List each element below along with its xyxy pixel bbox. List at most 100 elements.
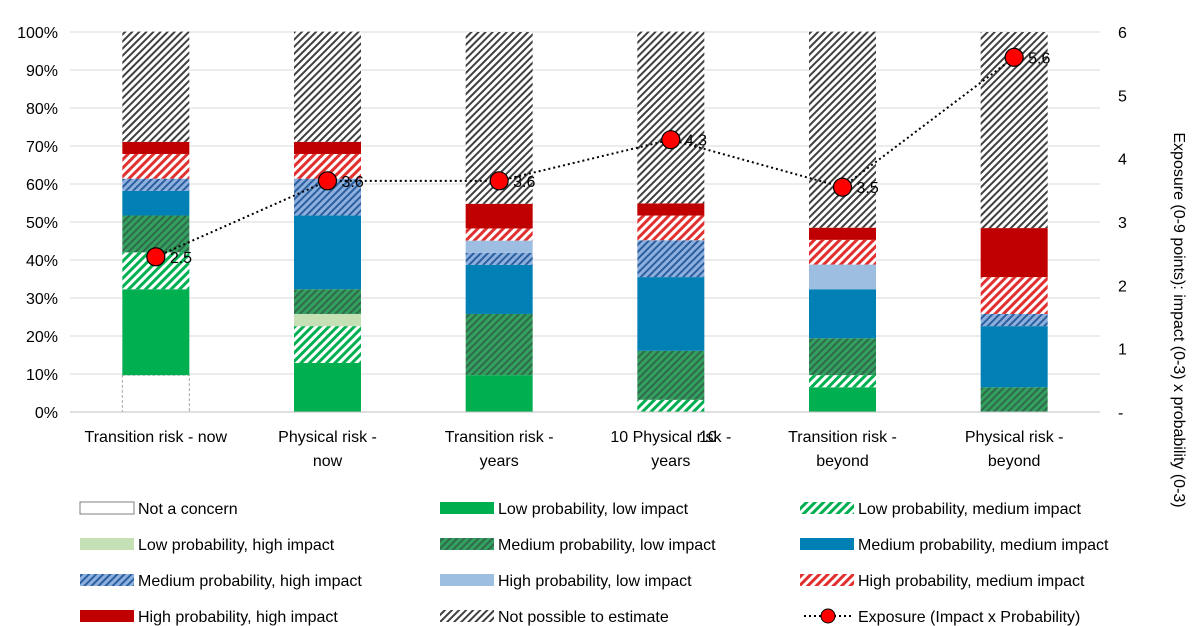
- bar-segment-not-a-concern: [121, 374, 190, 413]
- bar-segment-medium-probability-high-impact: [122, 178, 190, 191]
- legend-label: Medium probability, medium impact: [858, 537, 1109, 554]
- exposure-data-label: 3.6: [342, 174, 364, 191]
- category-label: 10 Physical risk -: [610, 429, 731, 446]
- exposure-point: [317, 171, 338, 191]
- legend-swatch-medium-probability-medium-impact: [800, 538, 854, 550]
- category-label: Transition risk - now: [85, 429, 228, 446]
- bar-segment-medium-probability-medium-impact: [465, 264, 533, 314]
- legend-label: Low probability, medium impact: [858, 501, 1081, 518]
- left-axis-tick-label: 70%: [26, 139, 58, 156]
- exposure-line-path: [155, 56, 1015, 258]
- right-axis-tick-label: -: [1118, 405, 1123, 422]
- bar-segment-medium-probability-low-impact: [122, 215, 190, 253]
- legend-marker-swatch: [820, 608, 836, 624]
- right-axis-tick-label: 4: [1118, 152, 1127, 169]
- category-label: now: [313, 453, 343, 470]
- bar-segment-high-probability-high-impact: [294, 141, 361, 154]
- legend-swatch-low-probability-medium-impact: [800, 502, 854, 514]
- legend-label: High probability, medium impact: [858, 573, 1085, 590]
- right-axis-tick-label: 1: [1118, 342, 1127, 359]
- legend: Not a concern Low probability, low impact…: [79, 501, 1109, 626]
- bar-segment-medium-probability-low-impact: [809, 338, 876, 376]
- bar-segment-medium-probability-medium-impact: [809, 289, 876, 339]
- left-axis-tick-label: 40%: [26, 253, 58, 270]
- legend-swatch-low-probability-high-impact: [80, 538, 134, 550]
- bar-segment-medium-probability-medium-impact: [294, 215, 361, 290]
- exposure-point: [832, 177, 853, 197]
- bar-segment-medium-probability-medium-impact: [980, 326, 1048, 388]
- right-axis-tick-label: 3: [1118, 215, 1127, 232]
- exposure-data-label: 5.6: [1028, 50, 1050, 67]
- category-label: beyond: [988, 453, 1041, 470]
- category-label: Transition risk -: [788, 429, 897, 446]
- bar-segment-medium-probability-high-impact: [637, 240, 705, 278]
- legend-label: Not possible to estimate: [498, 609, 669, 626]
- bar-segment-high-probability-medium-impact: [980, 277, 1048, 314]
- legend-label: Low probability, low impact: [498, 501, 689, 518]
- bar-segment-high-probability-high-impact: [122, 141, 190, 154]
- legend-swatch-medium-probability-high-impact: [80, 574, 134, 586]
- legend-label: Low probability, high impact: [138, 537, 335, 554]
- bar-segment-low-probability-low-impact: [809, 387, 876, 412]
- gridlines: [70, 31, 1100, 413]
- left-axis-tick-label: 50%: [26, 215, 58, 232]
- category-label: Physical risk -: [965, 429, 1064, 446]
- bar-segment-high-probability-high-impact: [637, 203, 705, 216]
- legend-swatch-medium-probability-low-impact: [440, 538, 494, 550]
- bar-segment-high-probability-high-impact: [465, 203, 533, 229]
- bar-segment-low-probability-low-impact: [294, 362, 361, 412]
- bar-segment-medium-probability-high-impact: [465, 252, 533, 265]
- left-axis-tick-label: 10%: [26, 367, 58, 384]
- exposure-data-label: 3.5: [857, 180, 879, 197]
- category-label: years: [480, 453, 519, 470]
- bar-segment-low-probability-low-impact: [122, 289, 190, 376]
- category-label: years: [651, 453, 690, 470]
- legend-label: Not a concern: [138, 501, 238, 518]
- bar-segment-low-probability-medium-impact: [294, 326, 361, 363]
- bar-segment-high-probability-medium-impact: [809, 239, 876, 265]
- left-axis-tick-label: 20%: [26, 329, 58, 346]
- bar-segment-not-possible-to-estimate: [122, 31, 190, 142]
- bar-segment-high-probability-low-impact: [809, 264, 876, 290]
- bar-segment-low-probability-low-impact: [465, 375, 533, 412]
- bar-segment-high-probability-high-impact: [809, 227, 876, 240]
- exposure-point: [661, 130, 681, 150]
- legend-swatch-not-possible-to-estimate: [440, 610, 494, 622]
- right-axis-title: Exposure (0-9 points): impact (0-3) x pr…: [1170, 132, 1187, 507]
- legend-swatch-high-probability-high-impact: [80, 610, 134, 622]
- legend-swatch-low-probability-low-impact: [440, 502, 494, 514]
- legend-swatch-high-probability-medium-impact: [800, 574, 854, 586]
- axes: 0% 10% 20% 30% 40% 50% 60% 70% 80% 90% 100% - 1 2 3 4 5 6…: [17, 25, 1187, 508]
- exposure-point: [489, 171, 509, 191]
- bar-segment-medium-probability-medium-impact: [122, 190, 190, 216]
- category-label: Transition risk -: [445, 429, 554, 446]
- left-axis-tick-label: 100%: [17, 25, 58, 42]
- bar-segment-high-probability-medium-impact: [637, 215, 705, 241]
- bar-segment-medium-probability-medium-impact: [637, 277, 705, 351]
- bar-segment-medium-probability-low-impact: [637, 350, 705, 400]
- legend-label: High probability, low impact: [498, 573, 692, 590]
- category-label: beyond: [816, 453, 869, 470]
- legend-label: High probability, high impact: [138, 609, 338, 626]
- right-axis-tick-label: 2: [1118, 278, 1127, 295]
- category-label: Physical risk -: [278, 429, 377, 446]
- exposure-data-label: 2.5: [170, 250, 192, 267]
- left-axis-tick-label: 90%: [26, 63, 58, 80]
- legend-label: Exposure (Impact x Probability): [858, 609, 1080, 626]
- exposure-line: 2.5 3.6 3.6 4.3 3.5 5.6: [146, 47, 1051, 267]
- right-axis-tick-label: 6: [1118, 25, 1127, 42]
- bar-segment-high-probability-medium-impact: [465, 228, 533, 241]
- bar-segment-medium-probability-low-impact: [980, 387, 1048, 412]
- left-axis-tick-label: 60%: [26, 177, 58, 194]
- right-axis-tick-label: 5: [1118, 88, 1127, 105]
- category-label-fragment: 10: [699, 429, 717, 446]
- legend-swatch-high-probability-low-impact: [440, 574, 494, 586]
- bar-segment-medium-probability-low-impact: [294, 289, 361, 314]
- bar-segment-low-probability-medium-impact: [809, 375, 876, 388]
- bar-segment-high-probability-high-impact: [980, 228, 1048, 278]
- exposure-data-label: 4.3: [685, 133, 707, 150]
- bar-segment-high-probability-medium-impact: [122, 153, 190, 179]
- stacked-bars: [121, 31, 1048, 413]
- bar-segment-medium-probability-low-impact: [465, 313, 533, 376]
